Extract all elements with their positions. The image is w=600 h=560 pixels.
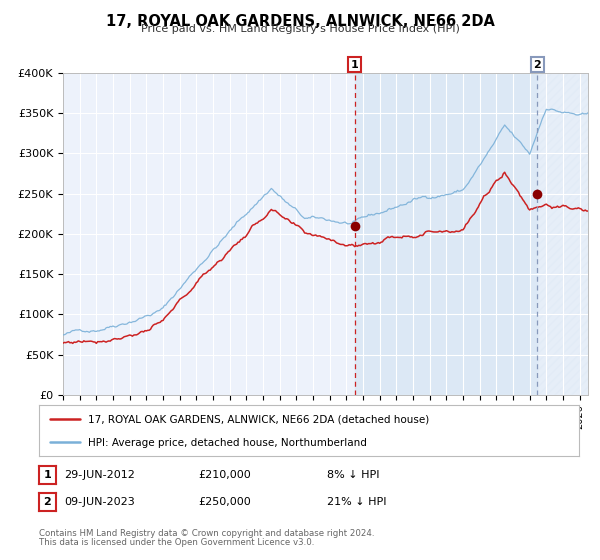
Bar <box>355 73 537 395</box>
Text: Price paid vs. HM Land Registry's House Price Index (HPI): Price paid vs. HM Land Registry's House … <box>140 24 460 34</box>
Text: 29-JUN-2012: 29-JUN-2012 <box>64 470 135 480</box>
Text: 09-JUN-2023: 09-JUN-2023 <box>64 497 135 507</box>
Text: 8% ↓ HPI: 8% ↓ HPI <box>327 470 379 480</box>
Text: 2: 2 <box>533 59 541 69</box>
Text: £250,000: £250,000 <box>198 497 251 507</box>
Text: 1: 1 <box>44 470 51 480</box>
Text: 2: 2 <box>44 497 51 507</box>
Text: 17, ROYAL OAK GARDENS, ALNWICK, NE66 2DA (detached house): 17, ROYAL OAK GARDENS, ALNWICK, NE66 2DA… <box>88 414 429 424</box>
Bar <box>537 73 588 395</box>
Text: 21% ↓ HPI: 21% ↓ HPI <box>327 497 386 507</box>
Text: HPI: Average price, detached house, Northumberland: HPI: Average price, detached house, Nort… <box>88 438 367 448</box>
Text: 17, ROYAL OAK GARDENS, ALNWICK, NE66 2DA: 17, ROYAL OAK GARDENS, ALNWICK, NE66 2DA <box>106 14 494 29</box>
Text: £210,000: £210,000 <box>198 470 251 480</box>
Text: This data is licensed under the Open Government Licence v3.0.: This data is licensed under the Open Gov… <box>39 539 314 548</box>
Text: Contains HM Land Registry data © Crown copyright and database right 2024.: Contains HM Land Registry data © Crown c… <box>39 529 374 538</box>
Text: 1: 1 <box>351 59 359 69</box>
